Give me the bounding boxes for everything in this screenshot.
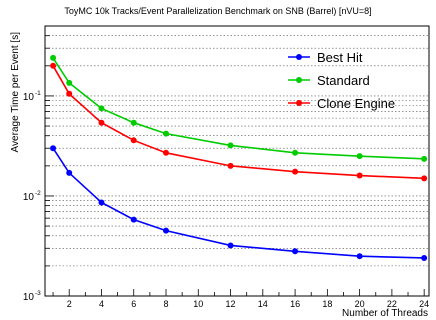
x-tick-label: 4	[99, 299, 104, 309]
x-axis-label: Number of Threads	[342, 308, 428, 319]
data-point-standard	[50, 54, 57, 61]
data-point-standard	[292, 149, 299, 156]
grid	[45, 35, 429, 267]
data-point-clone-engine	[227, 162, 234, 169]
legend-label-clone-engine: Clone Engine	[317, 96, 395, 111]
y-tick-exponent: -1	[35, 90, 41, 97]
data-point-best-hit	[50, 145, 57, 152]
x-tick-label: 14	[258, 299, 268, 309]
data-point-clone-engine	[98, 119, 105, 126]
y-tick-exponent: -2	[35, 190, 41, 197]
data-point-best-hit	[130, 216, 137, 223]
axes	[44, 25, 430, 297]
series-layer	[50, 54, 428, 261]
data-point-clone-engine	[356, 172, 363, 179]
data-point-standard	[98, 105, 105, 112]
x-tick-label: 20	[355, 299, 365, 309]
legend-marker-best-hit	[296, 54, 302, 60]
data-point-standard	[421, 155, 428, 162]
y-tick-label: 10	[23, 92, 35, 103]
data-point-best-hit	[227, 242, 234, 249]
data-point-clone-engine	[66, 90, 73, 97]
data-point-best-hit	[421, 254, 428, 261]
data-point-standard	[356, 153, 363, 160]
x-tick-label: 10	[193, 299, 203, 309]
x-tick-label: 16	[290, 299, 300, 309]
data-point-clone-engine	[292, 168, 299, 175]
y-tick-label: 10	[23, 192, 35, 203]
x-tick-label: 2	[67, 299, 72, 309]
legend-label-best-hit: Best Hit	[317, 50, 363, 65]
data-point-standard	[163, 130, 170, 137]
legend-marker-standard	[296, 77, 302, 83]
x-ticks: 2 4 6 8 10 12 14 16 18 20 22 24	[52, 289, 429, 309]
x-tick-label: 12	[226, 299, 236, 309]
x-tick-label: 24	[419, 299, 429, 309]
chart-title: ToyMC 10k Tracks/Event Parallelization B…	[64, 6, 371, 16]
y-axis-label: Average Time per Event [s]	[10, 32, 21, 153]
legend-label-standard: Standard	[317, 73, 370, 88]
data-point-best-hit	[66, 169, 73, 176]
x-tick-label: 18	[322, 299, 332, 309]
data-point-clone-engine	[163, 149, 170, 156]
series-line-best-hit	[52, 147, 425, 259]
data-point-standard	[130, 119, 137, 126]
data-point-best-hit	[356, 253, 363, 260]
y-tick-label: 10	[23, 292, 35, 303]
data-point-clone-engine	[421, 175, 428, 182]
data-point-standard	[66, 79, 73, 86]
y-tick-exponent: -3	[35, 290, 41, 297]
y-ticks: 10-310-210-1	[23, 25, 54, 303]
legend-marker-clone-engine	[296, 100, 302, 106]
x-tick-label: 22	[387, 299, 397, 309]
data-point-best-hit	[292, 248, 299, 255]
data-point-clone-engine	[50, 62, 57, 69]
plot-frame	[44, 25, 430, 297]
x-tick-label: 6	[131, 299, 136, 309]
data-point-best-hit	[163, 227, 170, 234]
data-point-clone-engine	[130, 137, 137, 144]
x-tick-label: 8	[164, 299, 169, 309]
legend: Best Hit Standard Clone Engine	[288, 50, 395, 111]
data-point-standard	[227, 142, 234, 149]
data-point-best-hit	[98, 199, 105, 206]
